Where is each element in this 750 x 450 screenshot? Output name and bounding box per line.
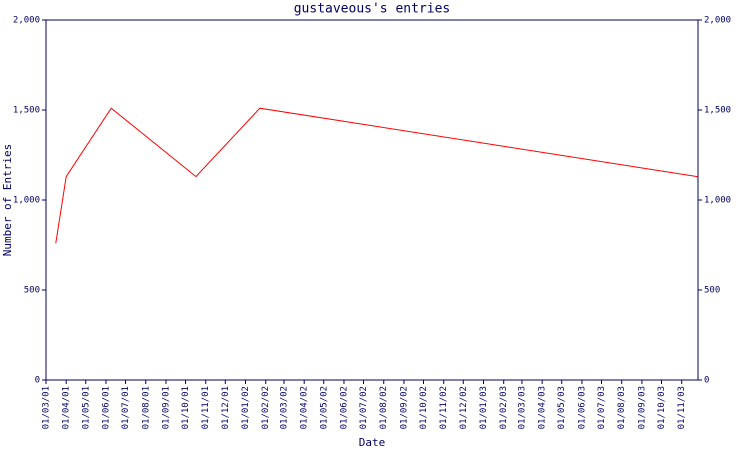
x-tick-label: 01/10/03 bbox=[657, 386, 667, 429]
x-tick-label: 01/10/01 bbox=[181, 386, 191, 429]
x-tick-label: 01/09/02 bbox=[399, 386, 409, 429]
y-tick-label: 1,000 bbox=[13, 196, 40, 206]
x-tick-label: 01/03/01 bbox=[42, 386, 52, 429]
x-tick-label: 01/11/03 bbox=[677, 386, 687, 429]
x-axis-label: Date bbox=[359, 436, 386, 449]
x-tick-label: 01/04/02 bbox=[300, 386, 310, 429]
x-tick-label: 01/04/01 bbox=[62, 386, 72, 429]
y-tick-label: 0 bbox=[35, 376, 40, 386]
x-tick-label: 01/09/03 bbox=[637, 386, 647, 429]
y2-tick-label: 0 bbox=[704, 376, 709, 386]
y2-tick-label: 2,000 bbox=[704, 16, 731, 26]
x-tick-label: 01/06/02 bbox=[339, 386, 349, 429]
x-tick-label: 01/05/01 bbox=[81, 386, 91, 429]
y-tick-label: 500 bbox=[24, 286, 40, 296]
y2-tick-label: 1,500 bbox=[704, 106, 731, 116]
x-tick-label: 01/04/03 bbox=[538, 386, 548, 429]
x-tick-label: 01/05/03 bbox=[557, 386, 567, 429]
y-tick-label: 1,500 bbox=[13, 106, 40, 116]
plot-frame bbox=[45, 19, 699, 381]
x-tick-label: 01/11/01 bbox=[201, 386, 211, 429]
y-tick-label: 2,000 bbox=[13, 16, 40, 26]
chart-title: gustaveous's entries bbox=[294, 2, 451, 17]
x-tick-label: 01/03/03 bbox=[517, 386, 527, 429]
x-tick-label: 01/11/02 bbox=[439, 386, 449, 429]
data-line bbox=[55, 107, 698, 244]
x-tick-label: 01/08/01 bbox=[141, 386, 151, 429]
x-tick-label: 01/08/02 bbox=[379, 386, 389, 429]
x-tick-label: 01/12/01 bbox=[221, 386, 231, 429]
y2-tick-label: 1,000 bbox=[704, 196, 731, 206]
x-tick-label: 01/01/03 bbox=[479, 386, 489, 429]
x-tick-label: 01/03/02 bbox=[279, 386, 289, 429]
x-tick-label: 01/10/02 bbox=[419, 386, 429, 429]
x-tick-label: 01/01/02 bbox=[241, 386, 251, 429]
x-tick-label: 01/07/01 bbox=[121, 386, 131, 429]
y2-tick-label: 500 bbox=[704, 286, 720, 296]
x-tick-label: 01/06/01 bbox=[101, 386, 111, 429]
x-tick-label: 01/02/03 bbox=[499, 386, 509, 429]
x-tick-label: 01/02/02 bbox=[261, 386, 271, 429]
x-tick-label: 01/12/02 bbox=[459, 386, 469, 429]
x-tick-label: 01/05/02 bbox=[319, 386, 329, 429]
x-tick-label: 01/07/02 bbox=[359, 386, 369, 429]
x-tick-label: 01/07/03 bbox=[597, 386, 607, 429]
y-axis-label: Number of Entries bbox=[1, 144, 14, 257]
x-tick-label: 01/08/03 bbox=[617, 386, 627, 429]
x-tick-label: 01/09/01 bbox=[161, 386, 171, 429]
x-tick-label: 01/06/03 bbox=[577, 386, 587, 429]
